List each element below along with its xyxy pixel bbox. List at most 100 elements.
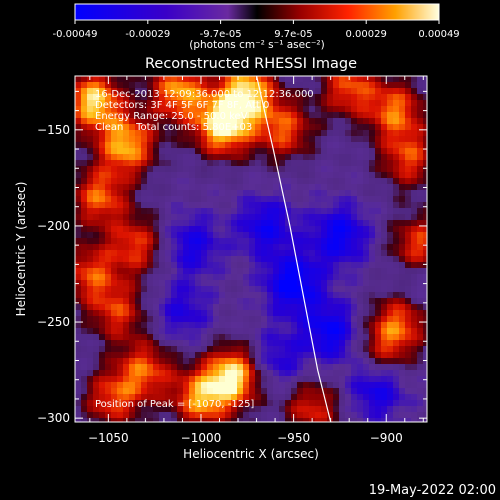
- heatmap-pixel: [309, 274, 315, 280]
- heatmap-pixel: [165, 118, 171, 124]
- heatmap-pixel: [333, 364, 339, 370]
- heatmap-pixel: [75, 388, 81, 394]
- heatmap-pixel: [375, 346, 381, 352]
- heatmap-pixel: [159, 142, 165, 148]
- heatmap-pixel: [303, 286, 309, 292]
- heatmap-pixel: [201, 184, 207, 190]
- heatmap-pixel: [387, 184, 393, 190]
- heatmap-pixel: [279, 382, 285, 388]
- heatmap-pixel: [123, 268, 129, 274]
- heatmap-pixel: [351, 76, 357, 82]
- heatmap-pixel: [261, 100, 267, 106]
- heatmap-pixel: [261, 358, 267, 364]
- heatmap-pixel: [369, 250, 375, 256]
- heatmap-pixel: [111, 148, 117, 154]
- heatmap-pixel: [195, 388, 201, 394]
- heatmap-pixel: [81, 358, 87, 364]
- heatmap-pixel: [111, 370, 117, 376]
- heatmap-pixel: [195, 418, 201, 422]
- heatmap-pixel: [261, 262, 267, 268]
- heatmap-pixel: [267, 100, 273, 106]
- heatmap-pixel: [93, 364, 99, 370]
- heatmap-pixel: [135, 334, 141, 340]
- heatmap-pixel: [225, 232, 231, 238]
- heatmap-pixel: [129, 142, 135, 148]
- heatmap-pixel: [141, 340, 147, 346]
- heatmap-pixel: [417, 358, 423, 364]
- heatmap-pixel: [303, 412, 309, 418]
- heatmap-pixel: [105, 274, 111, 280]
- heatmap-pixel: [381, 382, 387, 388]
- heatmap-pixel: [141, 298, 147, 304]
- heatmap-pixel: [339, 172, 345, 178]
- heatmap-pixel: [183, 406, 189, 412]
- heatmap-pixel: [411, 418, 417, 422]
- heatmap-pixel: [117, 226, 123, 232]
- heatmap-pixel: [363, 286, 369, 292]
- heatmap-pixel: [195, 292, 201, 298]
- heatmap-pixel: [363, 100, 369, 106]
- heatmap-pixel: [327, 316, 333, 322]
- heatmap-pixel: [195, 328, 201, 334]
- heatmap-pixel: [303, 226, 309, 232]
- heatmap-pixel: [165, 94, 171, 100]
- heatmap-pixel: [279, 136, 285, 142]
- heatmap-pixel: [231, 214, 237, 220]
- heatmap-pixel: [339, 184, 345, 190]
- heatmap-pixel: [183, 364, 189, 370]
- heatmap-pixel: [339, 292, 345, 298]
- heatmap-pixel: [147, 244, 153, 250]
- heatmap-pixel: [405, 184, 411, 190]
- heatmap-pixel: [111, 106, 117, 112]
- heatmap-pixel: [99, 412, 105, 418]
- heatmap-pixel: [189, 412, 195, 418]
- heatmap-pixel: [375, 244, 381, 250]
- heatmap-pixel: [75, 238, 81, 244]
- heatmap-pixel: [153, 88, 159, 94]
- heatmap-pixel: [393, 280, 399, 286]
- heatmap-pixel: [129, 124, 135, 130]
- heatmap-pixel: [291, 298, 297, 304]
- heatmap-pixel: [333, 274, 339, 280]
- heatmap-pixel: [171, 142, 177, 148]
- heatmap-pixel: [99, 286, 105, 292]
- heatmap-pixel: [273, 154, 279, 160]
- heatmap-pixel: [291, 226, 297, 232]
- heatmap-pixel: [153, 388, 159, 394]
- heatmap-pixel: [177, 382, 183, 388]
- heatmap-pixel: [93, 154, 99, 160]
- heatmap-pixel: [315, 142, 321, 148]
- heatmap-pixel: [225, 226, 231, 232]
- heatmap-pixel: [99, 280, 105, 286]
- heatmap-pixel: [291, 238, 297, 244]
- heatmap-pixel: [273, 298, 279, 304]
- heatmap-pixel: [159, 172, 165, 178]
- heatmap-pixel: [315, 376, 321, 382]
- heatmap-pixel: [309, 352, 315, 358]
- heatmap-pixel: [393, 136, 399, 142]
- heatmap-pixel: [255, 412, 261, 418]
- heatmap-pixel: [129, 106, 135, 112]
- heatmap-pixel: [363, 418, 369, 422]
- heatmap-pixel: [309, 382, 315, 388]
- heatmap-pixel: [81, 196, 87, 202]
- heatmap-pixel: [261, 274, 267, 280]
- heatmap-pixel: [267, 160, 273, 166]
- heatmap-pixel: [249, 412, 255, 418]
- heatmap-pixel: [321, 106, 327, 112]
- heatmap-pixel: [237, 250, 243, 256]
- heatmap-pixel: [381, 334, 387, 340]
- heatmap-pixel: [267, 352, 273, 358]
- heatmap-pixel: [123, 190, 129, 196]
- heatmap-pixel: [195, 370, 201, 376]
- heatmap-pixel: [171, 202, 177, 208]
- heatmap-pixel: [261, 184, 267, 190]
- heatmap-pixel: [195, 100, 201, 106]
- heatmap-pixel: [417, 232, 423, 238]
- heatmap-pixel: [261, 346, 267, 352]
- heatmap-pixel: [249, 178, 255, 184]
- heatmap-pixel: [351, 232, 357, 238]
- heatmap-pixel: [135, 316, 141, 322]
- heatmap-pixel: [81, 202, 87, 208]
- heatmap-pixel: [411, 94, 417, 100]
